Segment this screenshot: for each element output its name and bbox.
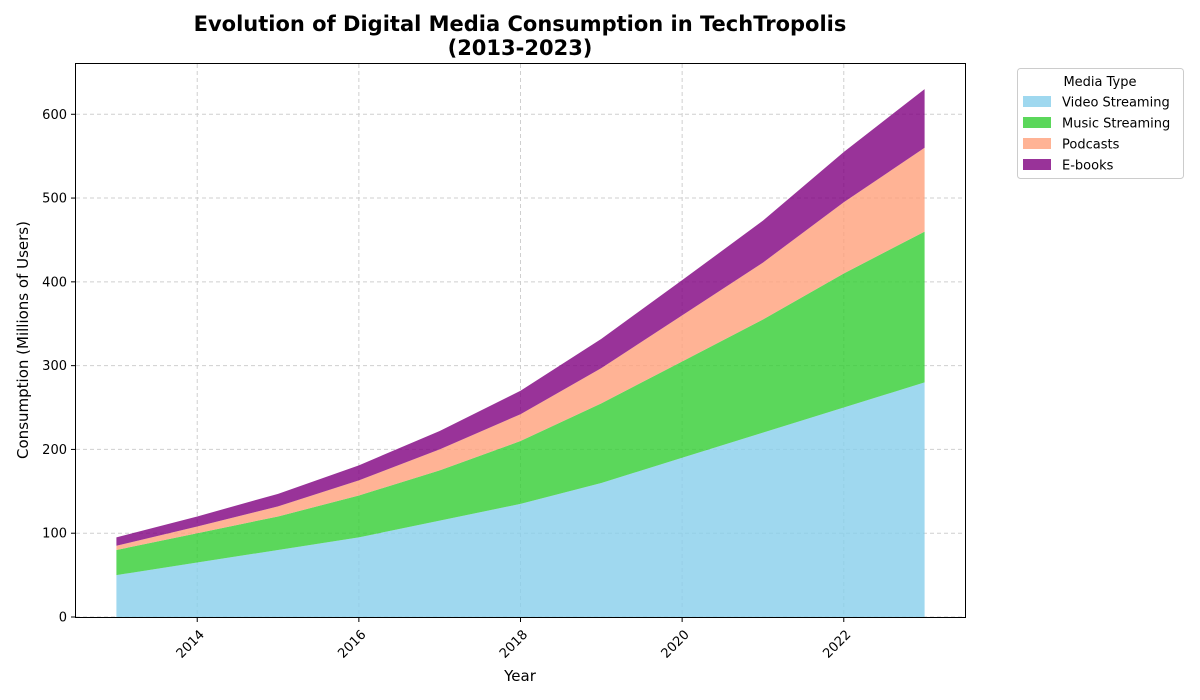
legend-label-video-streaming: Video Streaming — [1062, 96, 1170, 111]
y-tick-label: 300 — [42, 359, 67, 374]
legend-swatch-podcasts — [1023, 138, 1051, 149]
y-tick-label: 0 — [59, 611, 67, 626]
x-tick-label: 2016 — [335, 628, 369, 662]
legend-items: Video Streaming Music Streaming Podcasts E-… — [1023, 96, 1170, 174]
y-tick-label: 200 — [42, 443, 67, 458]
plot-frame — [75, 63, 966, 618]
x-axis-ticks: 2014 2016 2018 2020 2022 — [174, 617, 854, 662]
area-music-streaming — [116, 231, 925, 576]
x-tick-label: 2022 — [820, 628, 854, 662]
chart-subtitle: (2013-2023) — [448, 36, 593, 60]
legend-title: Media Type — [1063, 75, 1136, 90]
x-tick-label: 2018 — [497, 628, 531, 662]
legend-label-e-books: E-books — [1062, 159, 1114, 174]
area-video-streaming — [116, 382, 925, 617]
legend-swatch-e-books — [1023, 159, 1051, 170]
legend-label-podcasts: Podcasts — [1062, 138, 1120, 153]
area-layer — [116, 89, 925, 617]
y-axis-ticks: 0 100 200 300 400 500 600 — [42, 108, 76, 626]
legend-swatch-video-streaming — [1023, 96, 1051, 107]
chart-title: Evolution of Digital Media Consumption i… — [194, 12, 847, 36]
y-tick-label: 400 — [42, 275, 67, 290]
y-tick-label: 600 — [42, 108, 67, 123]
y-tick-label: 500 — [42, 192, 67, 207]
y-axis-label: Consumption (Millions of Users) — [14, 221, 32, 459]
legend-label-music-streaming: Music Streaming — [1062, 117, 1170, 132]
x-tick-label: 2020 — [659, 628, 693, 662]
x-axis-label: Year — [503, 667, 537, 685]
legend: Media Type Video Streaming Music Streamin… — [1017, 68, 1184, 179]
legend-swatch-music-streaming — [1023, 117, 1051, 128]
legend-box — [1017, 68, 1184, 179]
y-tick-label: 100 — [42, 527, 67, 542]
x-tick-label: 2014 — [174, 628, 208, 662]
